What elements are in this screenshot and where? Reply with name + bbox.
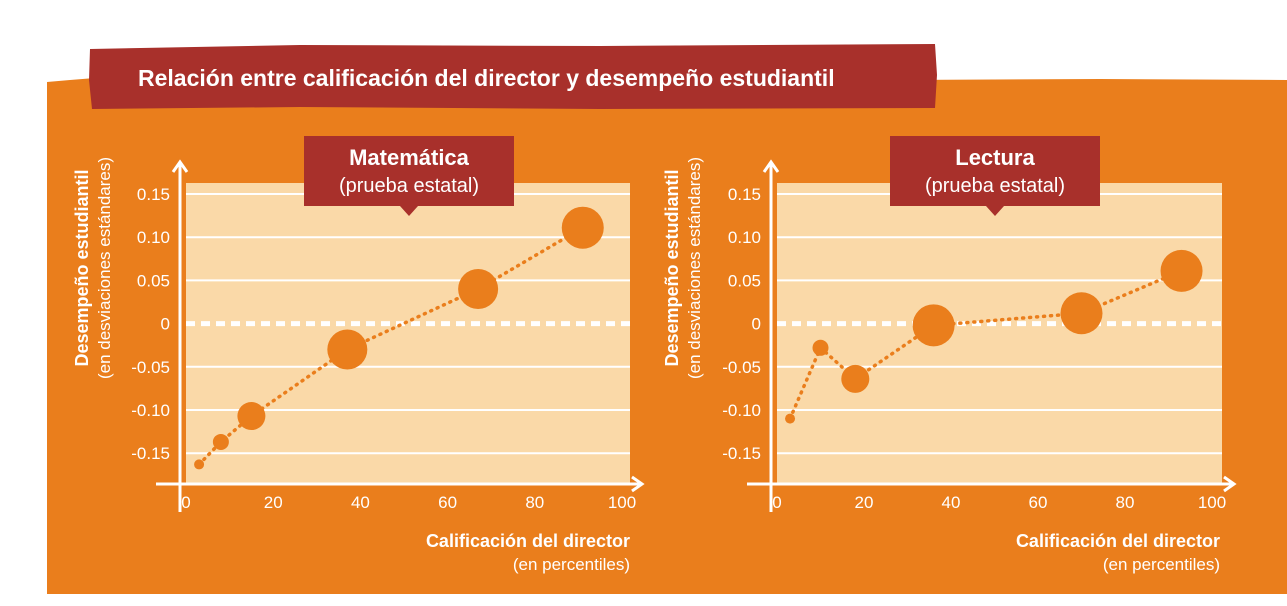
y-tick-label: -0.15: [722, 444, 761, 463]
x-tick-label: 40: [942, 493, 961, 512]
data-point: [812, 339, 829, 356]
x-axis-sublabel: (en percentiles): [1103, 555, 1220, 574]
title-banner: [89, 44, 937, 109]
data-point: [327, 329, 368, 370]
y-tick-label: 0.05: [728, 271, 761, 290]
x-tick-label: 60: [1029, 493, 1048, 512]
chart-title: Relación entre calificación del director…: [138, 65, 835, 91]
x-tick-label: 0: [181, 493, 190, 512]
y-tick-label: 0.15: [728, 185, 761, 204]
y-tick-label: -0.10: [131, 401, 170, 420]
y-tick-label: -0.10: [722, 401, 761, 420]
y-axis-label: Desempeño estudiantil: [662, 169, 682, 366]
x-tick-label: 20: [855, 493, 874, 512]
plot-area: [777, 183, 1222, 484]
x-axis-sublabel: (en percentiles): [513, 555, 630, 574]
x-axis-label: Calificación del director: [1016, 531, 1220, 551]
x-tick-label: 20: [264, 493, 283, 512]
chart-panel-1: 0.15 0.10 0.05 0 -0.05 -0.10 -0.15 0 20 40 60 80 100…: [72, 136, 645, 574]
data-point: [785, 413, 796, 424]
y-tick-label: 0: [161, 315, 170, 334]
y-axis-arrow: [762, 159, 780, 173]
y-axis-label-group: Desempeño estudiantil (en desviaciones es…: [662, 157, 704, 379]
data-point: [1060, 292, 1103, 335]
x-tick-label: 80: [1116, 493, 1135, 512]
panel-title: Matemática: [349, 145, 470, 170]
y-tick-label: 0: [752, 315, 761, 334]
data-point: [841, 364, 870, 393]
x-axis-arrow: [631, 475, 645, 493]
x-tick-label: 100: [608, 493, 636, 512]
y-axis-label: Desempeño estudiantil: [72, 169, 92, 366]
y-tick-label: 0.10: [137, 228, 170, 247]
data-point: [1160, 249, 1203, 292]
data-point: [912, 304, 955, 347]
panel-subtitle: (prueba estatal): [339, 175, 479, 197]
plot-area: [186, 183, 630, 484]
panel-title-banner: [304, 136, 514, 216]
y-axis-sublabel: (en desviaciones estándares): [685, 157, 704, 379]
y-tick-label: 0.05: [137, 271, 170, 290]
data-point: [194, 459, 205, 470]
x-tick-label: 60: [438, 493, 457, 512]
y-axis-sublabel: (en desviaciones estándares): [95, 157, 114, 379]
x-tick-label: 100: [1198, 493, 1226, 512]
x-tick-label: 80: [525, 493, 544, 512]
y-axis-label-group: Desempeño estudiantil (en desviaciones es…: [72, 157, 114, 379]
x-axis-arrow: [1223, 475, 1237, 493]
y-tick-label: 0.10: [728, 228, 761, 247]
x-tick-label: 40: [351, 493, 370, 512]
data-point: [458, 269, 499, 310]
y-axis-arrow: [171, 159, 189, 173]
chart-panel-2: 0.15 0.10 0.05 0 -0.05 -0.10 -0.15 0 20 40 60 80 100…: [662, 136, 1237, 574]
x-axis-label: Calificación del director: [426, 531, 630, 551]
y-tick-label: 0.15: [137, 185, 170, 204]
panel-title: Lectura: [955, 145, 1035, 170]
x-tick-label: 0: [772, 493, 781, 512]
y-tick-label: -0.05: [131, 358, 170, 377]
data-point: [561, 206, 604, 249]
series-line: [197, 225, 585, 467]
y-tick-label: -0.15: [131, 444, 170, 463]
panel-subtitle: (prueba estatal): [925, 175, 1065, 197]
data-point: [237, 402, 266, 431]
y-tick-label: -0.05: [722, 358, 761, 377]
data-point: [212, 433, 229, 450]
panel-title-banner: [890, 136, 1100, 216]
